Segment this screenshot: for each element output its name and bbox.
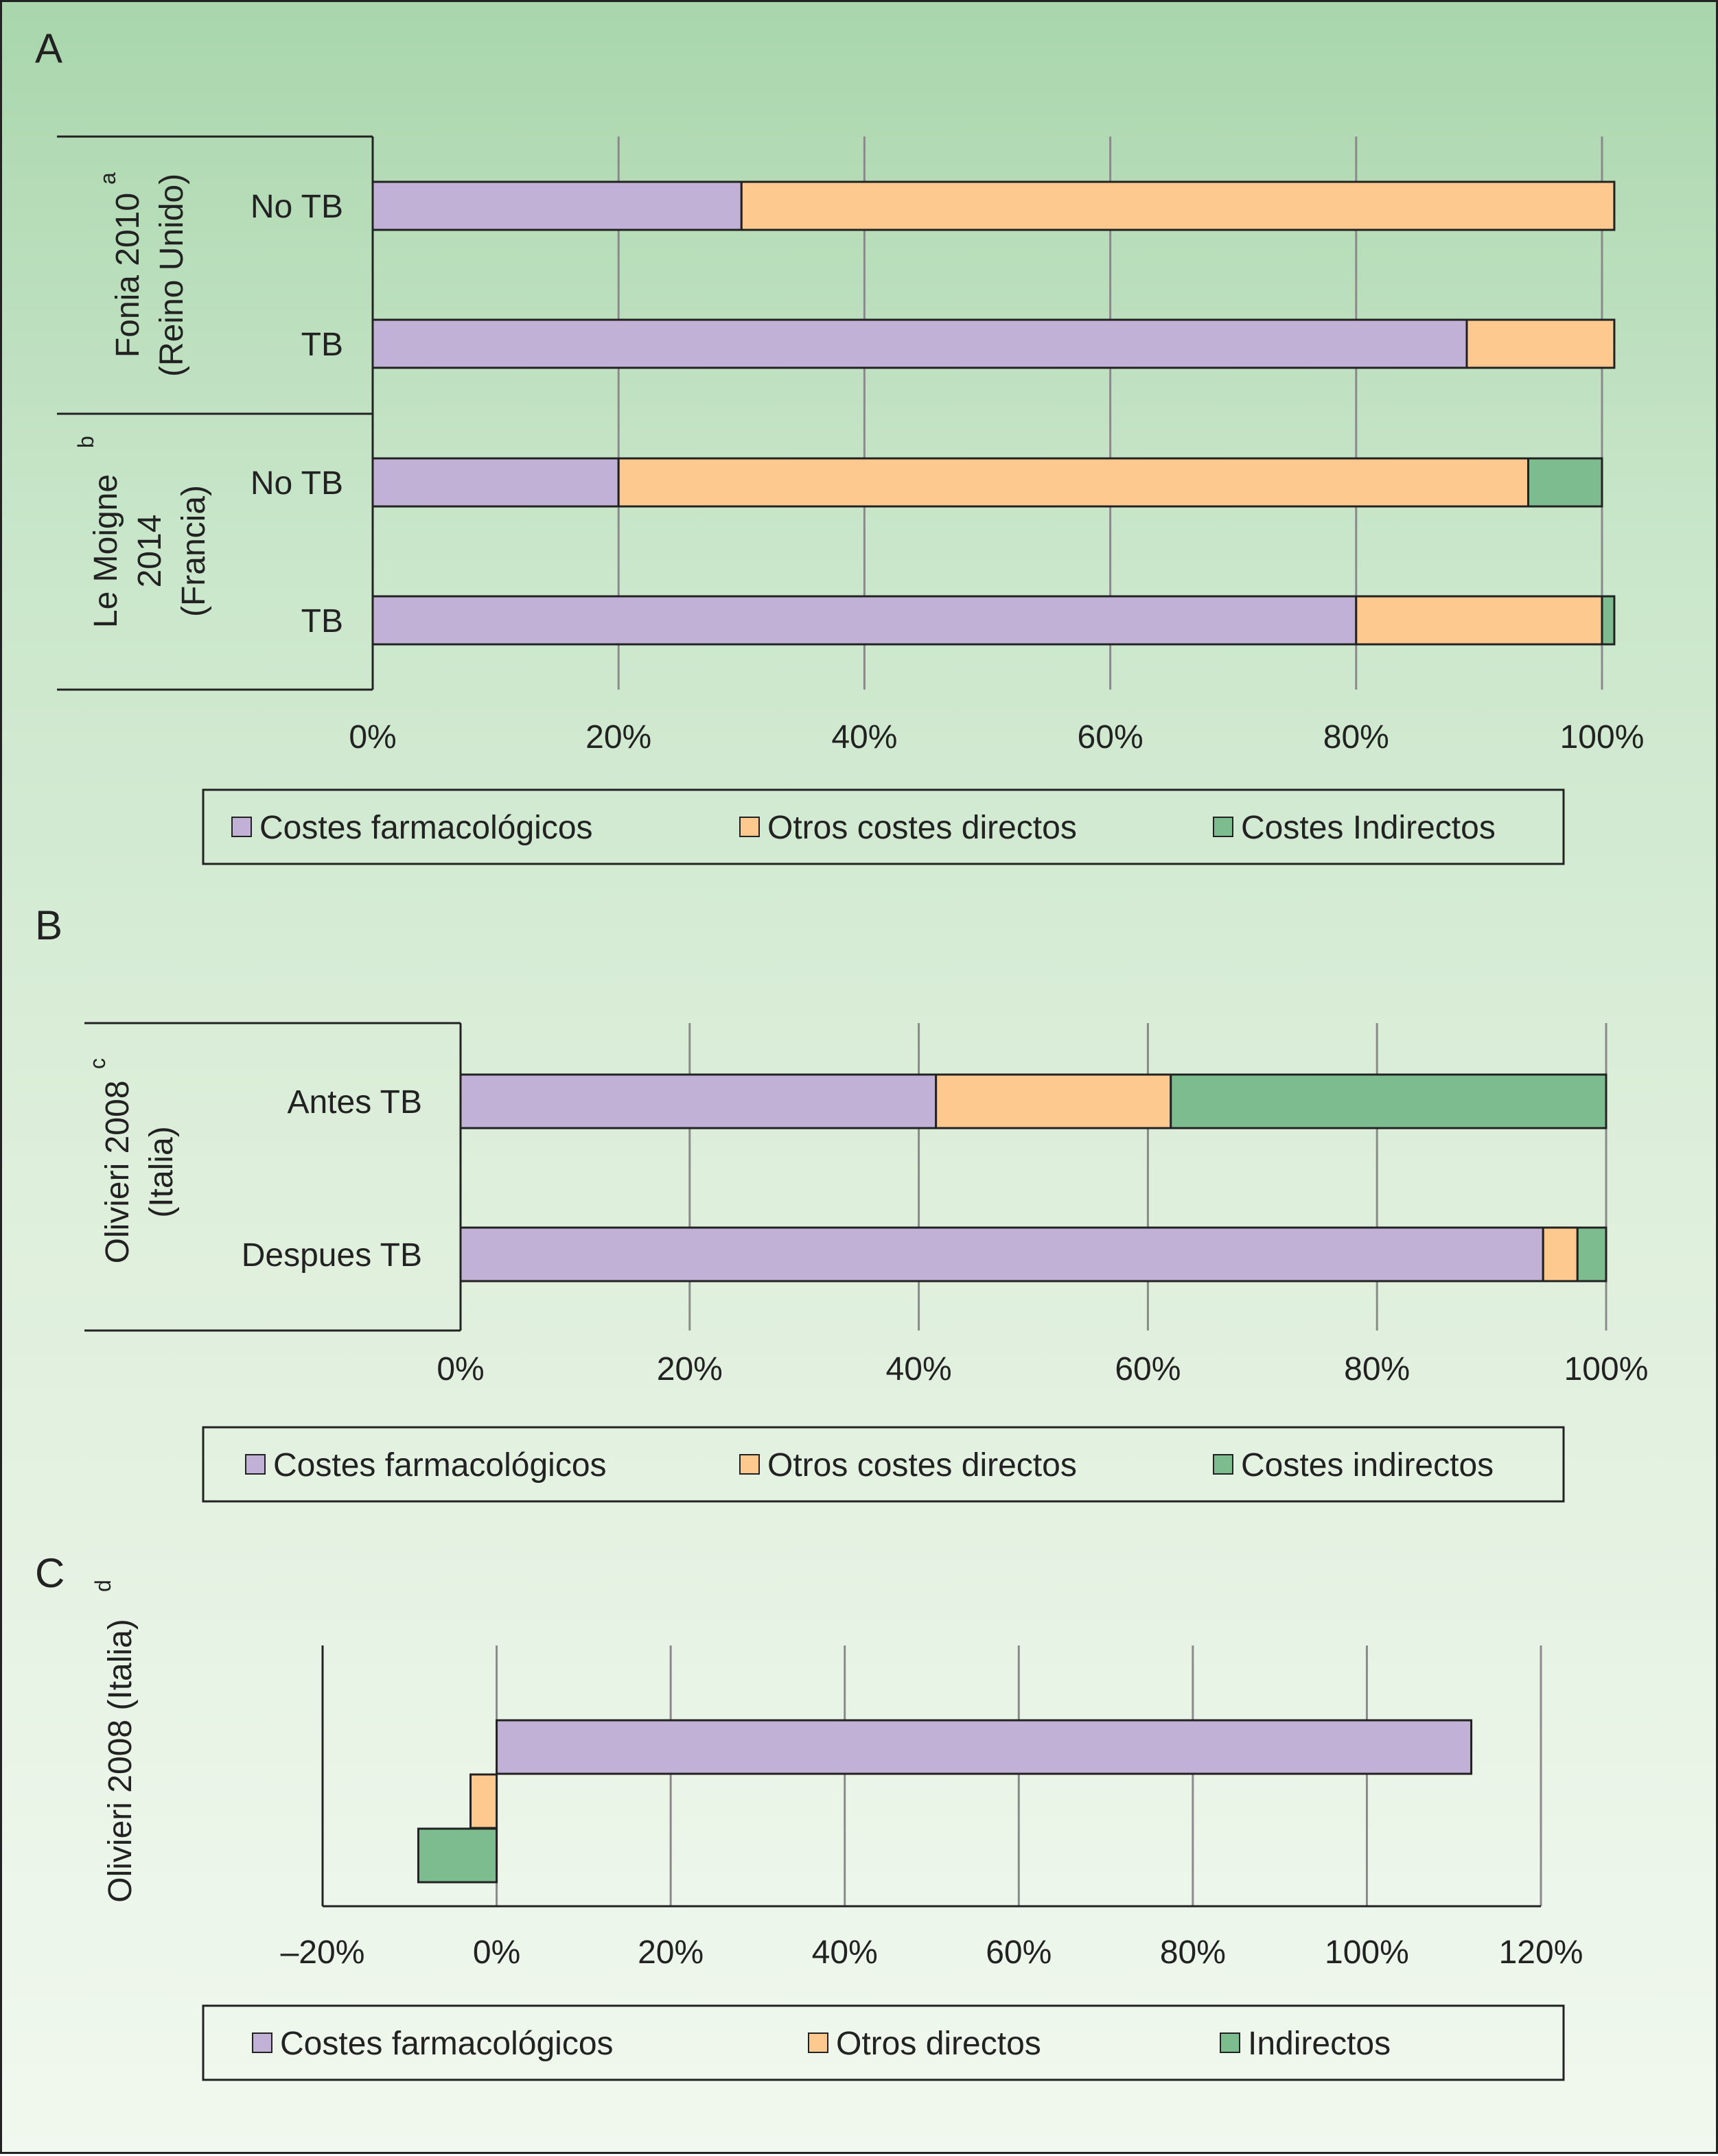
bar-segment <box>1170 1073 1607 1129</box>
bar-segment <box>459 1226 1544 1282</box>
group-label-line: 2014 <box>132 515 168 588</box>
x-tick-label: 0% <box>473 1934 520 1971</box>
row-label: Antes TB <box>287 1084 422 1121</box>
x-tick-label: 0% <box>437 1351 484 1387</box>
x-tick-label: 100% <box>1325 1934 1409 1971</box>
legend-swatch <box>1213 817 1233 837</box>
legend-label: Otros costes directos <box>767 1447 1077 1484</box>
legend-swatch <box>1220 2032 1240 2053</box>
x-tick-label: 80% <box>1323 719 1389 755</box>
x-tick-label: 120% <box>1499 1934 1583 1971</box>
bar-segment <box>371 180 743 231</box>
x-tick-label: 80% <box>1344 1351 1410 1387</box>
row-label: No TB <box>251 189 343 225</box>
x-tick-label: 60% <box>1115 1351 1181 1387</box>
group-label: Le Moigne 2014 (Francia) b <box>73 436 212 628</box>
x-tick-label: 100% <box>1560 719 1645 755</box>
legend-swatch <box>739 1454 760 1475</box>
panel-letter-a: A <box>35 25 62 71</box>
bar-segment <box>1465 318 1616 369</box>
panel-letter-b: B <box>35 902 62 948</box>
bar-segment <box>1542 1226 1579 1282</box>
legend-box <box>202 788 1565 865</box>
bar-segment <box>371 318 1468 369</box>
legend-label: Otros costes directos <box>767 810 1077 846</box>
group-label: Fonia 2010 (Reino Unido) a <box>95 172 190 377</box>
bar-segment <box>1576 1226 1607 1282</box>
bar-segment <box>371 595 1358 646</box>
group-label-line: Olivieri 2008 <box>100 1081 136 1264</box>
x-tick-label: 60% <box>1078 719 1144 755</box>
legend-label: Otros directos <box>836 2026 1041 2062</box>
group-label-superscript: a <box>95 172 120 185</box>
bar-segment <box>459 1073 938 1129</box>
bar-segment <box>371 457 620 508</box>
x-tick-label: 100% <box>1564 1351 1649 1387</box>
legend-label: Costes farmacológicos <box>259 810 593 846</box>
x-tick-label: 40% <box>831 719 897 755</box>
x-tick-label: 80% <box>1160 1934 1226 1971</box>
x-tick-label: 20% <box>638 1934 704 1971</box>
bar-segment <box>1355 595 1603 646</box>
legend-swatch <box>252 2032 272 2053</box>
x-tick-label: 20% <box>585 719 651 755</box>
bar <box>417 1827 498 1884</box>
group-label-superscript: b <box>73 436 98 448</box>
group-label-line: (Francia) <box>176 485 212 617</box>
x-tick-label: 60% <box>986 1934 1052 1971</box>
legend-swatch <box>231 817 252 837</box>
group-label-line: Fonia 2010 <box>110 193 146 358</box>
bar-segment <box>617 457 1530 508</box>
bar <box>496 1719 1473 1775</box>
x-tick-label: 40% <box>886 1351 952 1387</box>
row-label: TB <box>301 603 343 640</box>
x-tick-label: 20% <box>657 1351 723 1387</box>
row-label: TB <box>301 327 343 363</box>
legend-box <box>202 2004 1565 2081</box>
panel-letter-c: C <box>35 1550 65 1596</box>
bar-segment <box>1527 457 1603 508</box>
legend-swatch <box>245 1454 266 1475</box>
row-label: Despues TB <box>242 1237 422 1274</box>
y-axis-label-superscript: d <box>91 1580 115 1592</box>
legend-box <box>202 1426 1565 1503</box>
bar-segment <box>935 1073 1172 1129</box>
legend-label: Costes farmacológicos <box>280 2026 614 2062</box>
bar-segment <box>1601 595 1616 646</box>
y-axis-label-text: Olivieri 2008 (Italia) <box>102 1619 139 1902</box>
y-axis-label: Olivieri 2008 (Italia) d <box>91 1580 139 1903</box>
bar <box>469 1773 498 1829</box>
legend-label: Costes farmacológicos <box>273 1447 607 1484</box>
x-tick-label: –20% <box>281 1934 365 1971</box>
legend-label: Indirectos <box>1248 2026 1391 2062</box>
legend-label: Costes indirectos <box>1241 1447 1494 1484</box>
legend-swatch <box>808 2032 828 2053</box>
group-label-line: (Reino Unido) <box>154 174 190 377</box>
group-label-line: Le Moigne <box>88 474 124 628</box>
row-label: No TB <box>251 465 343 502</box>
legend-swatch <box>1213 1454 1233 1475</box>
legend-label: Costes Indirectos <box>1241 810 1496 846</box>
legend-swatch <box>739 817 760 837</box>
group-label-line: (Italia) <box>143 1126 180 1217</box>
x-tick-label: 40% <box>812 1934 878 1971</box>
group-label-superscript: c <box>85 1058 110 1069</box>
bar-segment <box>740 180 1616 231</box>
group-label: Olivieri 2008 (Italia) c <box>85 1058 180 1263</box>
x-tick-label: 0% <box>349 719 396 755</box>
